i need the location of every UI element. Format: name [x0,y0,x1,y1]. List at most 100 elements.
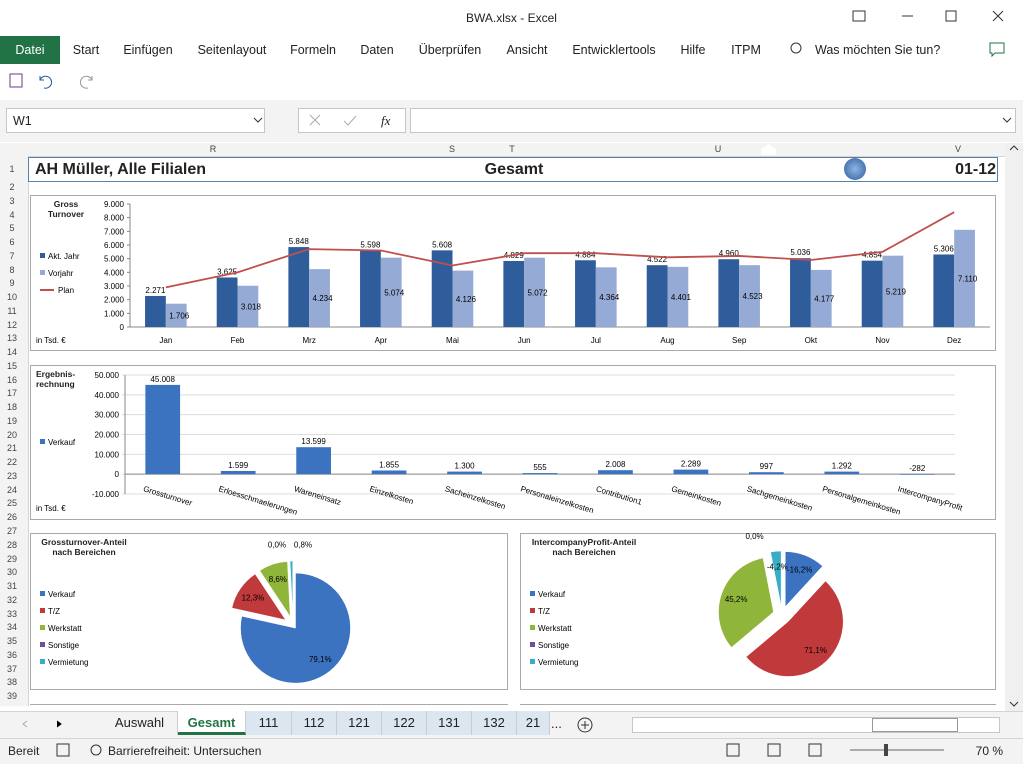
ribbon-tab[interactable]: Ansicht [506,43,548,57]
data-label: 1.300 [455,462,476,471]
ribbon-tab[interactable]: Überprüfen [418,43,482,57]
sheet-tab[interactable]: Gesamt [178,711,246,735]
add-sheet-icon[interactable] [577,717,593,733]
row-header[interactable]: 29 [6,553,17,564]
status-accessibility[interactable]: Barrierefreiheit: Untersuchen [108,744,262,758]
row-header[interactable]: 31 [6,581,17,592]
accessibility-icon[interactable] [90,744,102,756]
row-header[interactable]: 37 [6,663,17,674]
row-header[interactable]: 34 [6,622,17,633]
row-header[interactable]: 2 [9,182,15,192]
ribbon-tab[interactable]: ITPM [731,43,761,57]
page-layout-icon[interactable] [767,743,781,757]
row-header[interactable]: 11 [7,305,17,316]
row-header[interactable]: 12 [6,319,17,330]
column-header[interactable]: T [509,144,515,154]
macro-icon[interactable] [56,743,70,757]
row-header[interactable]: 32 [6,594,17,605]
add-sheet-plus[interactable] [581,721,589,729]
sheet-tab[interactable]: 21 [517,711,550,735]
chart-border [30,365,996,520]
ribbon-tab[interactable]: Hilfe [680,43,706,57]
row-header[interactable]: 38 [6,677,17,688]
column-header[interactable]: V [954,144,961,154]
row-header[interactable]: 17 [6,388,17,399]
row-header[interactable]: 4 [9,209,15,220]
row-header[interactable]: 39 [6,691,17,702]
ribbon-tab[interactable]: Entwicklertools [572,43,656,57]
lightbulb-icon[interactable] [790,42,802,54]
normal-view-icon[interactable] [726,743,740,757]
scroll-thumb[interactable] [872,718,958,732]
row-header[interactable]: 36 [6,649,17,660]
home-icon[interactable] [761,144,776,156]
ribbon-tab[interactable]: Datei [15,43,45,57]
row-header[interactable]: 28 [6,539,17,550]
comment-icon[interactable] [989,42,1005,58]
row-header[interactable]: 3 [9,195,15,206]
row-header[interactable]: 19 [6,415,17,426]
ribbon-tab[interactable]: Start [72,43,100,57]
tell-me[interactable]: Was möchten Sie tun? [815,43,941,57]
row-header[interactable]: 18 [6,402,17,413]
tab-scroll-right[interactable] [56,720,62,728]
row-header[interactable]: 23 [6,470,17,481]
row-header[interactable]: 8 [9,264,15,275]
ribbon-display-icon[interactable] [852,10,866,22]
page-break-icon[interactable] [808,743,822,757]
sheet-tab[interactable]: 111 [246,711,292,735]
fx-button[interactable]: fx [381,113,391,128]
row-header[interactable]: 20 [6,429,17,440]
sheet-tab[interactable]: 112 [292,711,337,735]
row-header[interactable]: 1 [9,164,15,174]
redo-icon[interactable] [79,75,93,89]
name-box[interactable] [6,108,265,133]
row-header[interactable]: 24 [6,484,17,495]
status-zoom[interactable]: 70 % [975,744,1003,758]
row-header[interactable]: 33 [6,608,17,619]
row-header[interactable]: 16 [6,374,17,385]
sheet-tab[interactable]: 132 [472,711,517,735]
ribbon-tab[interactable]: Einfügen [123,43,173,57]
ribbon-tab[interactable]: Daten [360,43,394,57]
vertical-scrollbar[interactable] [1005,143,1023,711]
tab-scroll-left[interactable] [22,720,28,728]
row-header[interactable]: 27 [6,526,17,536]
row-header[interactable]: 21 [6,443,17,454]
name-box-text[interactable]: W1 [13,114,32,128]
sheet-tab[interactable]: 122 [382,711,427,735]
maximize-icon[interactable] [945,10,957,22]
sheet-tab-more[interactable]: ... [551,716,562,731]
save-icon[interactable] [9,73,23,88]
row-header[interactable]: 9 [9,278,15,289]
ribbon-tab[interactable]: Formeln [290,43,336,57]
dropdown-icon[interactable] [253,117,1012,123]
row-header[interactable]: 26 [6,512,17,523]
row-header[interactable]: 13 [6,333,17,344]
row-header[interactable]: 14 [6,347,17,358]
zoom-thumb[interactable] [884,744,888,756]
row-header[interactable]: 30 [6,567,17,578]
file-tab-bg[interactable] [0,36,60,64]
formula-input[interactable] [410,108,1016,133]
row-header[interactable]: 22 [6,457,17,468]
data-label: 4.523 [743,292,764,301]
row-header[interactable]: 25 [6,498,17,509]
sheet-tab[interactable]: Auswahl [102,711,178,735]
ribbon-tab[interactable]: Seitenlayout [197,43,267,57]
row-header[interactable]: 7 [9,250,15,261]
column-header[interactable]: S [448,144,455,154]
close-icon[interactable] [992,10,1004,22]
row-header[interactable]: 10 [6,292,17,303]
scroll-arrow[interactable] [1009,145,1019,707]
column-header[interactable]: U [714,144,722,154]
row-header[interactable]: 6 [9,237,15,248]
sheet-tab[interactable]: 121 [337,711,382,735]
row-header[interactable]: 35 [6,636,17,647]
row-header[interactable]: 15 [6,360,17,371]
undo-icon[interactable] [39,75,53,89]
sheet-tab[interactable]: 131 [427,711,472,735]
row-header[interactable]: 5 [9,223,15,234]
column-header[interactable]: R [209,144,217,154]
home-button[interactable] [844,158,866,180]
